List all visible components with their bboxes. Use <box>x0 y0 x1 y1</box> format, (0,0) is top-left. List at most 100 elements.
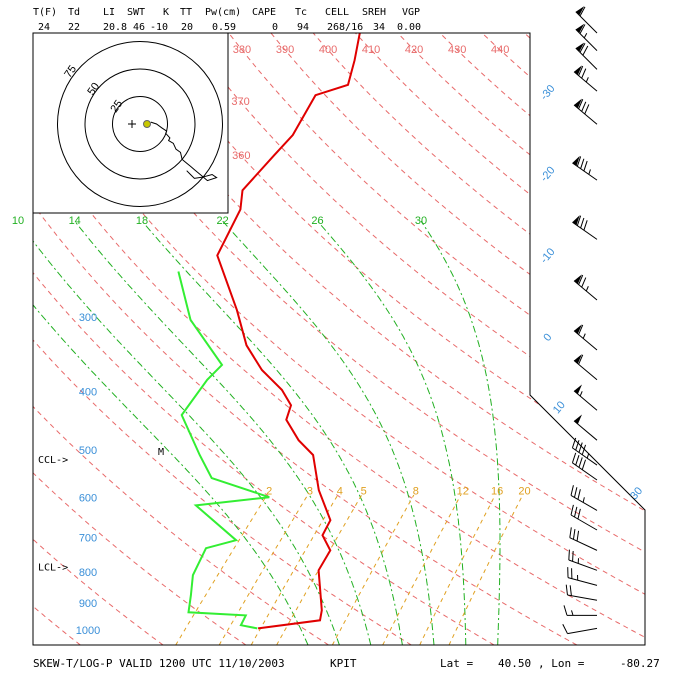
mixing-ratio-label: 12 <box>457 485 469 497</box>
header-label: SWT <box>127 7 145 18</box>
mixing-ratio-line <box>382 494 462 645</box>
barb-pennant <box>574 354 582 364</box>
barb-half-feather <box>586 453 590 459</box>
barb-feather <box>579 42 586 53</box>
moist-adiabat <box>74 220 372 645</box>
label-layer: 3004005006007008009001000-30-20-10010303… <box>12 44 645 637</box>
barb-feather <box>581 68 587 79</box>
wind-barb <box>573 384 598 411</box>
barb-feather <box>578 442 583 453</box>
header-label: T(F) <box>33 7 57 18</box>
header-value: 0.00 <box>397 22 421 33</box>
barb-feather <box>576 530 580 542</box>
dry-adiabat <box>33 33 329 645</box>
dry-adiabat-label: 430 <box>448 44 466 56</box>
barb-feather <box>583 220 588 231</box>
dry-adiabat-label: 410 <box>362 44 380 56</box>
barb-half-feather <box>588 169 591 175</box>
wind-barb <box>571 437 598 466</box>
dry-adiabat <box>33 33 578 645</box>
footer-lon: -80.27 <box>620 657 660 670</box>
barb-staff <box>572 462 598 481</box>
moist-adiabat <box>141 220 403 645</box>
barb-feather <box>578 274 584 285</box>
barb-feather <box>581 444 587 455</box>
mixing-ratio-label: 16 <box>491 485 503 497</box>
barb-feather <box>576 156 582 167</box>
dry-adiabat-label: 360 <box>232 150 250 162</box>
wind-barb <box>565 584 598 601</box>
dry-adiabat-label: 370 <box>231 96 249 108</box>
footer-lon-label: , Lon = <box>538 657 585 670</box>
barb-feather <box>578 354 584 365</box>
moist-adiabat-label: 10 <box>12 215 24 227</box>
y-tick-label: 300 <box>79 312 97 324</box>
barb-half-feather <box>582 497 585 503</box>
wind-barb <box>573 324 598 351</box>
header-label: K <box>163 7 169 18</box>
profile-layer <box>177 33 361 630</box>
mixing-ratio-label: 2 <box>266 485 272 497</box>
barb-feather <box>578 65 584 76</box>
hodograph-ring <box>57 41 223 207</box>
wind-barb <box>562 624 598 635</box>
barb-feather <box>569 527 572 538</box>
barb-feather <box>581 277 587 288</box>
wind-barb <box>572 155 598 181</box>
moist-adiabat-label: 14 <box>69 215 81 227</box>
y-tick-label: 800 <box>79 567 97 579</box>
barb-pennant <box>574 98 582 109</box>
barb-feather <box>579 6 586 17</box>
y-tick-label: 700 <box>79 532 97 544</box>
footer-station: KPIT <box>330 657 357 670</box>
barb-half-feather <box>582 333 586 339</box>
wind-barb <box>573 65 598 92</box>
barb-feather <box>573 487 578 498</box>
barb-half-feather <box>585 77 589 83</box>
y-tick-label: 600 <box>79 492 97 504</box>
footer-lat-label: Lat = <box>440 657 473 670</box>
mixing-ratio-line <box>331 494 415 645</box>
barb-feather <box>581 459 587 470</box>
annotation: CCL-> <box>38 455 68 466</box>
temperature-profile <box>216 33 361 630</box>
barb-feather <box>572 550 574 562</box>
header-value: 94 <box>297 22 309 33</box>
barb-half-feather <box>583 33 588 39</box>
mixing-ratio-label: 4 <box>337 485 343 497</box>
barb-feather <box>583 160 588 172</box>
mixing-ratio-label: 20 <box>518 485 530 497</box>
barb-staff <box>572 447 598 466</box>
hodograph-ring <box>112 96 168 152</box>
moist-adiabat <box>317 220 467 645</box>
barb-pennant <box>575 23 585 33</box>
barb-feather <box>568 549 570 561</box>
wind-barb <box>568 549 598 571</box>
header-value: 24 <box>38 22 50 33</box>
barb-feather <box>580 158 585 169</box>
barb-half-feather <box>579 391 583 397</box>
barb-feather <box>577 508 581 520</box>
header-value: 22 <box>68 22 80 33</box>
y-tick-label: 400 <box>79 387 97 399</box>
barb-feather <box>584 104 590 115</box>
mixing-ratio-label: 5 <box>361 485 367 497</box>
barb-feather <box>578 324 584 335</box>
header-value: 268/16 <box>327 22 363 33</box>
wind-barb <box>575 23 598 51</box>
y-tick-label: 1000 <box>76 625 100 637</box>
wind-barb <box>571 452 598 481</box>
barb-feather <box>576 215 582 226</box>
footer: SKEW-T/LOG-P VALID 1200 UTC 11/10/2003 KP… <box>33 657 660 670</box>
dry-adiabat <box>33 33 247 645</box>
mixing-ratio-line <box>448 494 524 645</box>
barb-pennant <box>574 65 582 76</box>
barb-feather <box>565 584 568 596</box>
dry-adiabat-label: 400 <box>319 44 337 56</box>
barb-staff <box>567 627 598 635</box>
mixing-ratio-label: 3 <box>307 485 313 497</box>
header-label: VGP <box>402 7 420 18</box>
wind-barb <box>563 605 597 616</box>
barb-feather <box>562 624 568 634</box>
